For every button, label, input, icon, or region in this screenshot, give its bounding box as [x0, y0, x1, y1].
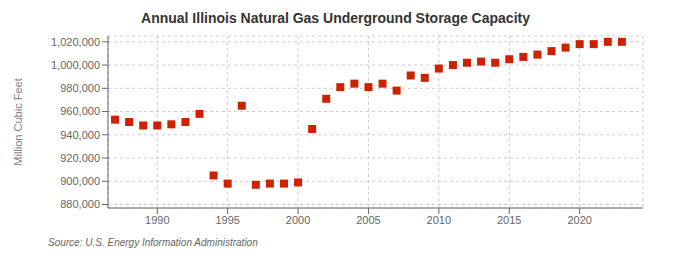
svg-text:1995: 1995 — [215, 214, 239, 226]
svg-text:940,000: 940,000 — [60, 129, 100, 141]
svg-text:2005: 2005 — [356, 214, 380, 226]
svg-text:980,000: 980,000 — [60, 82, 100, 94]
svg-text:1,020,000: 1,020,000 — [51, 36, 100, 48]
svg-text:1,000,000: 1,000,000 — [51, 59, 100, 71]
svg-text:900,000: 900,000 — [60, 175, 100, 187]
svg-text:960,000: 960,000 — [60, 105, 100, 117]
svg-text:2015: 2015 — [497, 214, 521, 226]
svg-text:920,000: 920,000 — [60, 152, 100, 164]
svg-text:2010: 2010 — [427, 214, 451, 226]
svg-text:Million Cubic Feet: Million Cubic Feet — [12, 78, 24, 165]
svg-text:880,000: 880,000 — [60, 198, 100, 210]
svg-text:1990: 1990 — [145, 214, 169, 226]
html-text:Annual Illinois Natural Gas Un: Annual Illinois Natural Gas Underground … — [141, 10, 530, 26]
html-text:Source: U.S. Energy Informatio: Source: U.S. Energy Information Administ… — [48, 237, 258, 248]
svg-text:2000: 2000 — [286, 214, 310, 226]
svg-text:2020: 2020 — [567, 214, 591, 226]
